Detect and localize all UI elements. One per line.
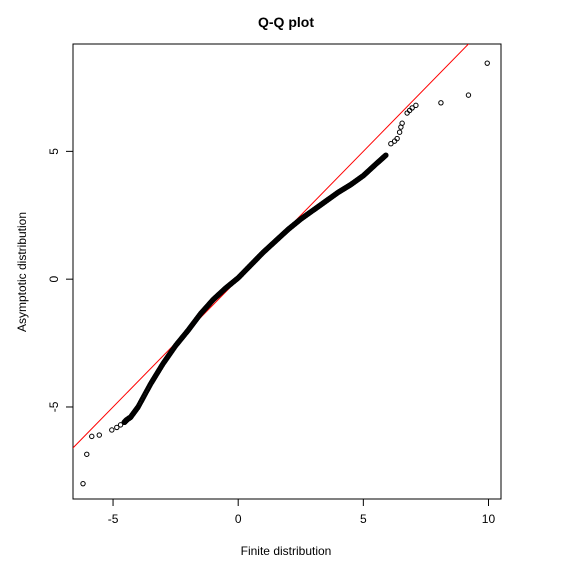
y-tick-label: 5 — [47, 148, 61, 155]
qq-point — [406, 107, 413, 114]
x-tick-label: 5 — [360, 512, 367, 526]
qq-point — [465, 92, 472, 98]
qq-point — [114, 424, 120, 431]
qq-point — [235, 275, 241, 281]
qq-point — [80, 480, 86, 487]
x-tick-label: 0 — [235, 512, 242, 526]
x-axis-label: Finite distribution — [241, 544, 332, 558]
qq-point — [273, 238, 279, 244]
qq-point — [404, 110, 410, 116]
qq-point — [373, 161, 379, 167]
qq-point — [124, 417, 130, 423]
x-tick-label: -5 — [108, 512, 119, 526]
qq-point — [484, 60, 490, 66]
plot-frame — [72, 43, 502, 500]
qq-point — [399, 120, 405, 126]
qq-point — [394, 135, 400, 142]
qq-point — [185, 327, 191, 333]
qq-point — [438, 100, 444, 106]
qq-point — [285, 226, 291, 233]
qq-point — [109, 427, 115, 433]
qq-point — [127, 414, 134, 420]
qq-point — [298, 216, 304, 222]
qq-point — [122, 418, 129, 424]
y-axis-label: Asymptotic distribution — [15, 212, 29, 332]
qq-point — [172, 342, 179, 349]
qq-point — [388, 140, 394, 147]
y-tick-label: 0 — [47, 276, 61, 283]
qq-point — [360, 172, 367, 179]
qq-point — [222, 285, 229, 291]
qq-point — [96, 432, 102, 438]
qq-point — [147, 381, 154, 387]
qq-point — [197, 310, 204, 317]
qq-point — [117, 422, 124, 428]
qq-point — [383, 152, 389, 158]
chart-title: Q-Q plot — [258, 14, 314, 30]
qq-point — [84, 451, 90, 457]
x-tick-label: 10 — [482, 512, 496, 526]
qq-point — [160, 360, 166, 367]
y-tick-label: -5 — [47, 401, 61, 412]
qq-point — [323, 198, 329, 204]
qq-point — [260, 249, 266, 256]
y-axis: -5 0 5 — [47, 148, 73, 412]
qq-point — [391, 138, 398, 144]
reference-line — [73, 44, 470, 449]
qq-point — [248, 262, 254, 268]
qq-point — [409, 105, 415, 111]
qq-point — [210, 296, 216, 303]
qq-point — [89, 433, 95, 440]
qq-point — [135, 404, 141, 410]
qq-point — [396, 129, 403, 135]
points-group — [80, 60, 490, 487]
reference-line-group — [73, 44, 470, 449]
qq-point — [335, 189, 342, 195]
qq-point — [310, 207, 316, 213]
qq-point — [413, 102, 419, 109]
x-axis: -5 0 5 10 — [108, 499, 496, 526]
qq-point — [348, 181, 354, 188]
